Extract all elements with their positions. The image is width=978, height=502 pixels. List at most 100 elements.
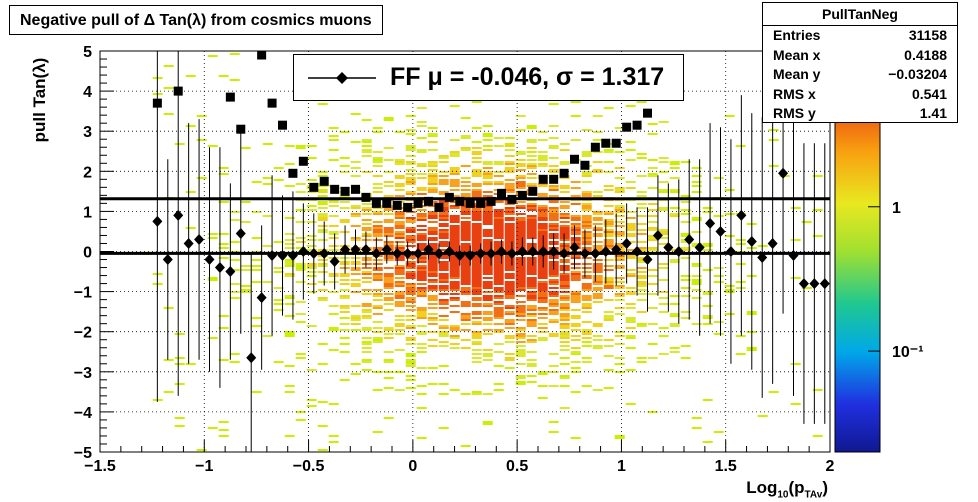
heat-cell xyxy=(405,245,416,247)
diamond-marker xyxy=(256,292,267,304)
heat-cell xyxy=(482,213,493,215)
heat-cell xyxy=(570,223,581,225)
heat-cell xyxy=(504,171,515,173)
heat-cell xyxy=(416,269,427,271)
heat-cell xyxy=(460,261,471,263)
square-marker xyxy=(476,198,486,208)
heat-cell xyxy=(438,319,449,321)
heat-cell xyxy=(713,275,724,277)
diamond-marker xyxy=(538,246,549,257)
heat-cell xyxy=(559,227,570,229)
heat-cell xyxy=(570,361,581,363)
heat-cell xyxy=(526,339,537,341)
heat-cell xyxy=(438,267,449,269)
heat-cell xyxy=(339,201,350,203)
heat-cell xyxy=(515,341,526,343)
heat-cell xyxy=(229,53,240,55)
heat-cell xyxy=(515,345,526,347)
diamond-marker xyxy=(767,237,778,249)
heat-cell xyxy=(515,273,526,275)
heat-cell xyxy=(295,191,306,193)
heat-cell xyxy=(581,191,592,193)
heat-cell xyxy=(493,223,504,225)
diamond-marker xyxy=(725,246,736,257)
heat-cell xyxy=(614,205,625,207)
heat-cell xyxy=(416,107,427,109)
heat-cell xyxy=(581,277,592,279)
heat-cell xyxy=(427,245,438,247)
heat-cell xyxy=(493,297,504,299)
heat-cell xyxy=(570,241,581,243)
heat-cell xyxy=(493,389,504,391)
heat-cell xyxy=(449,343,460,345)
heat-cell xyxy=(493,343,504,345)
heat-cell xyxy=(394,223,405,225)
heat-cell xyxy=(504,163,515,165)
heat-cell xyxy=(394,217,405,219)
diamond-marker xyxy=(798,278,809,290)
heat-cell xyxy=(680,241,691,243)
heat-cell xyxy=(559,323,570,325)
heat-cell xyxy=(416,283,427,285)
heat-cell xyxy=(658,267,669,269)
heat-cell xyxy=(284,259,295,261)
heat-cell xyxy=(592,277,603,279)
heat-cell xyxy=(471,191,482,193)
heat-cell xyxy=(306,221,317,223)
heat-cell xyxy=(680,233,691,235)
heat-cell xyxy=(526,205,537,207)
heat-cell xyxy=(427,175,438,177)
heat-cell xyxy=(394,293,405,295)
heat-cell xyxy=(713,321,724,323)
heat-cell xyxy=(372,331,383,333)
heat-cell xyxy=(581,257,592,259)
heat-cell xyxy=(592,229,603,231)
heat-cell xyxy=(306,275,317,277)
heat-cell xyxy=(515,267,526,269)
heat-cell xyxy=(482,231,493,233)
heat-cell xyxy=(691,289,702,291)
heat-cell xyxy=(603,229,614,231)
heat-cell xyxy=(438,191,449,193)
heat-cell xyxy=(790,277,801,279)
heat-cell xyxy=(306,399,317,401)
heat-cell xyxy=(251,265,262,267)
heat-cell xyxy=(559,277,570,279)
diamond-marker xyxy=(673,246,684,257)
heat-cell xyxy=(471,243,482,245)
heat-cell xyxy=(548,185,559,187)
heat-cell xyxy=(559,315,570,317)
heat-cell xyxy=(482,349,493,351)
heat-cell xyxy=(394,277,405,279)
heat-cell xyxy=(559,279,570,281)
heat-cell xyxy=(625,293,636,295)
heat-cell xyxy=(702,317,713,319)
heat-cell xyxy=(372,371,383,373)
heat-cell xyxy=(537,205,548,207)
heat-cell xyxy=(383,159,394,161)
heat-cell xyxy=(581,151,592,153)
heat-cell xyxy=(449,235,460,237)
heat-cell xyxy=(405,293,416,295)
heat-cell xyxy=(636,101,647,103)
heat-cell xyxy=(559,303,570,305)
heat-cell xyxy=(669,259,680,261)
heat-cell xyxy=(295,321,306,323)
heat-cell xyxy=(449,231,460,233)
heat-cell xyxy=(328,201,339,203)
heat-cell xyxy=(449,267,460,269)
heat-cell xyxy=(405,227,416,229)
heat-cell xyxy=(471,209,482,211)
heat-cell xyxy=(284,243,295,245)
heat-cell xyxy=(658,237,669,239)
heat-cell xyxy=(548,311,559,313)
heat-cell xyxy=(581,275,592,277)
heat-cell xyxy=(372,175,383,177)
heat-cell xyxy=(625,369,636,371)
heat-cell xyxy=(427,187,438,189)
heat-cell xyxy=(427,303,438,305)
heat-cell xyxy=(603,221,614,223)
heat-cell xyxy=(526,163,537,165)
heat-cell xyxy=(427,307,438,309)
heat-cell xyxy=(295,241,306,243)
